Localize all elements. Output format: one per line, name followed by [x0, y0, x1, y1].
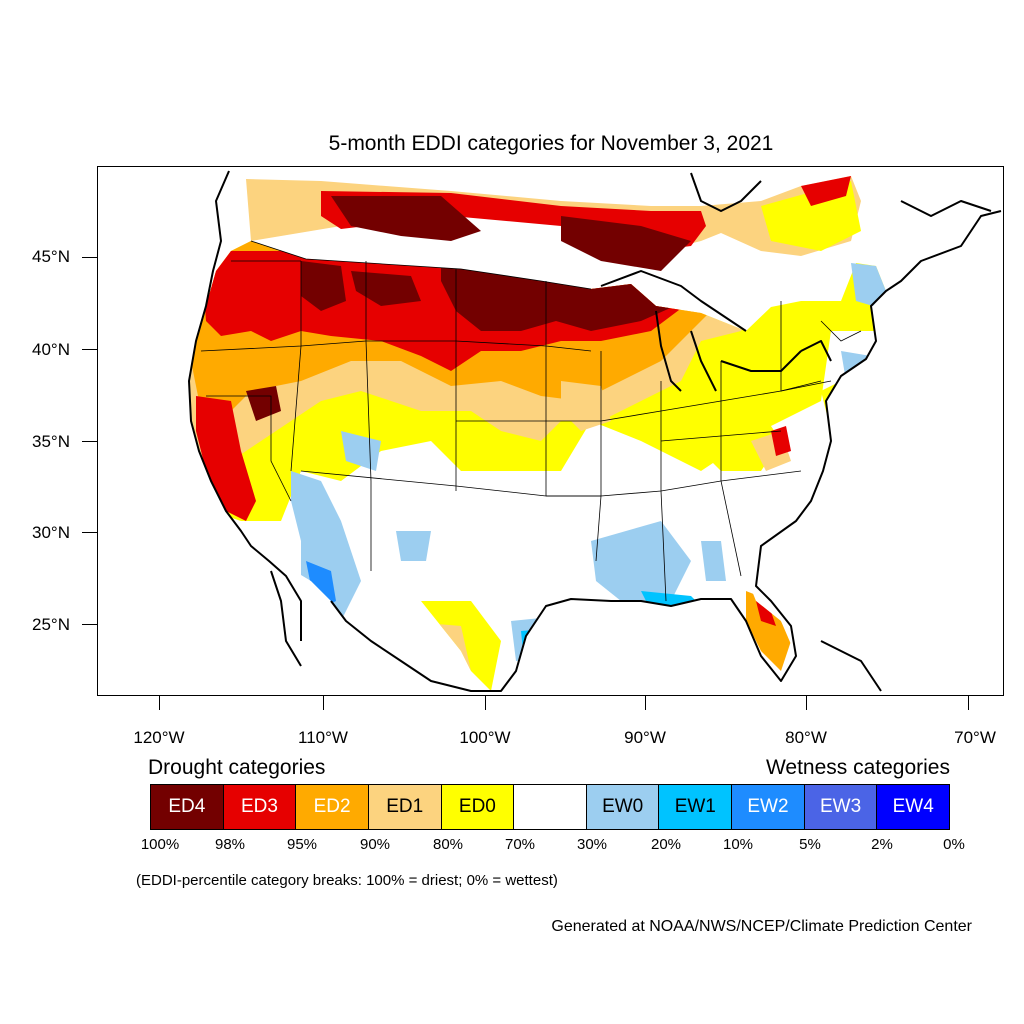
- drought-categories-heading: Drought categories: [148, 756, 326, 779]
- lat-label-30n: 30°N: [32, 523, 70, 542]
- lon-tick: [968, 696, 969, 710]
- legend-swatch-ew1: EW1: [659, 785, 733, 829]
- category-breaks-note: (EDDI-percentile category breaks: 100% =…: [136, 872, 558, 889]
- legend-swatch-ew3: EW3: [804, 785, 878, 829]
- lat-tick: [82, 441, 97, 442]
- legend-label: EW4: [892, 796, 934, 817]
- lon-tick: [485, 696, 486, 710]
- percent-break: 95%: [286, 836, 318, 853]
- lon-label-100w: 100°W: [459, 728, 511, 747]
- lon-tick: [645, 696, 646, 710]
- state-boundaries: [200, 240, 862, 602]
- coastlines: [188, 170, 1002, 692]
- lon-label-80w: 80°W: [785, 728, 827, 747]
- legend-label: ED1: [386, 796, 424, 817]
- legend-label: EW0: [602, 796, 644, 817]
- eddi-map: [188, 170, 1002, 692]
- percent-break: 5%: [799, 836, 821, 853]
- legend-label: EW1: [674, 796, 716, 817]
- legend-label: EW3: [819, 796, 862, 817]
- conus-categories: [189, 241, 886, 691]
- percent-break: 80%: [432, 836, 464, 853]
- credit-line: Generated at NOAA/NWS/NCEP/Climate Predi…: [551, 918, 972, 935]
- legend-label: ED2: [313, 796, 351, 817]
- percent-break: 70%: [504, 836, 536, 853]
- lat-label-40n: 40°N: [32, 340, 70, 359]
- percent-break: 30%: [576, 836, 608, 853]
- legend-swatch-ed1: ED1: [368, 785, 442, 829]
- lat-label-45n: 45°N: [32, 247, 70, 266]
- legend-swatch-ed3: ED3: [223, 785, 297, 829]
- percent-break: 90%: [359, 836, 391, 853]
- percent-break: 0%: [943, 836, 965, 853]
- map-title: 5-month EDDI categories for November 3, …: [328, 132, 774, 155]
- lon-tick: [159, 696, 160, 710]
- lon-label-110w: 110°W: [298, 728, 348, 747]
- legend-swatch-ew2: EW2: [732, 785, 805, 829]
- percent-break: 98%: [214, 836, 246, 853]
- lat-tick: [82, 349, 97, 350]
- wet-region-maine: [851, 263, 886, 306]
- lat-label-35n: 35°N: [32, 432, 70, 451]
- lat-tick: [82, 532, 97, 533]
- canada-region-ed3: [801, 176, 851, 206]
- legend-swatch-ed0: ED0: [441, 785, 515, 829]
- percent-break: 2%: [871, 836, 893, 853]
- legend-label: ED4: [168, 796, 206, 817]
- wetness-categories-heading: Wetness categories: [765, 756, 950, 779]
- percent-break: 20%: [650, 836, 682, 853]
- lon-tick: [806, 696, 807, 710]
- lon-label-70w: 70°W: [954, 728, 996, 747]
- legend-label: ED3: [240, 796, 278, 817]
- legend-swatch-ew0: EW0: [586, 785, 660, 829]
- percent-break: 10%: [722, 836, 754, 853]
- legend-swatch-ed4: ED4: [151, 785, 224, 829]
- lon-label-120w: 120°W: [133, 728, 185, 747]
- lon-label-90w: 90°W: [624, 728, 666, 747]
- percent-break: 100%: [140, 836, 180, 853]
- canada-region-ed4: [331, 196, 481, 241]
- legend-swatch-ew4: EW4: [877, 785, 950, 829]
- map-panel: [97, 166, 1004, 696]
- legend-label: EW2: [747, 796, 789, 817]
- category-legend-bar: ED4 ED3 ED2 ED1 ED0 EW0 EW1 EW2 EW3 EW4: [150, 784, 950, 830]
- legend-swatch-ed2: ED2: [296, 785, 369, 829]
- lat-label-25n: 25°N: [32, 615, 70, 634]
- lat-tick: [82, 257, 97, 258]
- legend-label: ED0: [458, 796, 496, 817]
- lat-tick: [82, 624, 97, 625]
- canada-region-ed4: [561, 216, 691, 271]
- legend-swatch-neutral: [514, 785, 587, 829]
- lon-tick: [323, 696, 324, 710]
